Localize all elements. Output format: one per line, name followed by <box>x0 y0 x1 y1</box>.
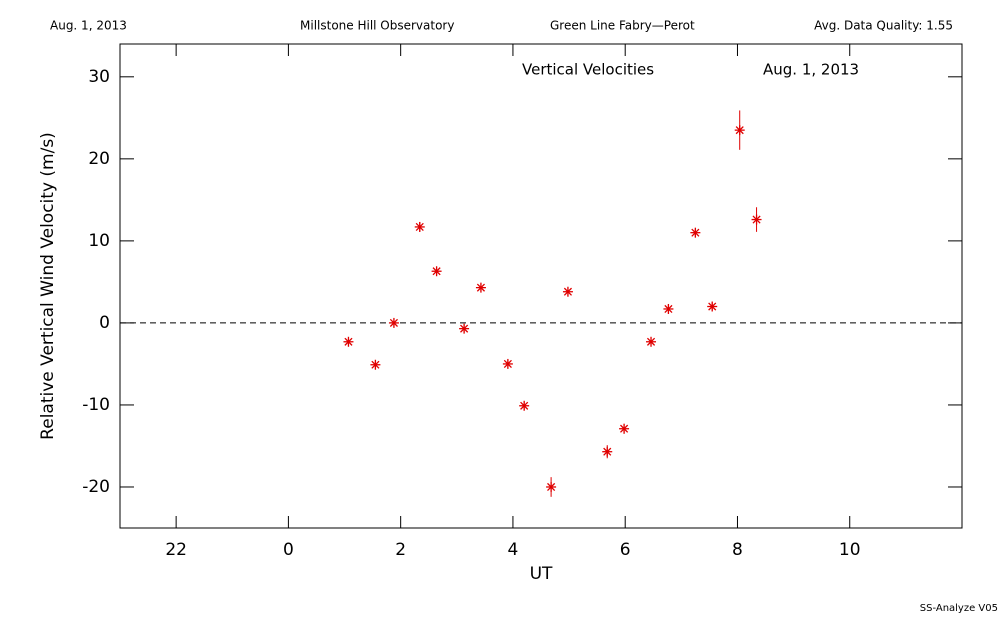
point <box>751 214 762 225</box>
x-tick-label: 10 <box>839 540 861 560</box>
chart-title: Vertical Velocities <box>522 61 654 79</box>
point-stroke <box>708 302 717 311</box>
x-tick-label: 2 <box>395 540 406 560</box>
header-observatory: Millstone Hill Observatory <box>300 19 454 33</box>
point <box>343 336 354 347</box>
point-stroke <box>460 324 469 333</box>
point-stroke <box>603 447 612 456</box>
point <box>690 227 701 238</box>
x-axis-label: UT <box>530 564 553 584</box>
y-tick-label: 0 <box>99 313 110 333</box>
y-tick-label: -20 <box>82 477 110 497</box>
point-stroke <box>691 228 700 237</box>
plot-frame <box>119 43 963 529</box>
point-stroke <box>563 287 573 296</box>
point-stroke <box>389 318 398 327</box>
point-stroke <box>620 424 629 433</box>
y-tick-label: 10 <box>88 231 110 251</box>
point-stroke <box>664 304 673 314</box>
point-stroke <box>752 215 761 224</box>
point <box>707 301 718 312</box>
header-date: Aug. 1, 2013 <box>50 19 127 33</box>
point <box>646 336 657 347</box>
point <box>475 282 486 293</box>
y-axis-label: Relative Vertical Wind Velocity (m/s) <box>38 132 58 440</box>
point <box>459 323 470 334</box>
point <box>431 266 442 277</box>
point-stroke <box>646 337 656 346</box>
point-stroke <box>547 482 556 492</box>
point <box>388 317 399 328</box>
point <box>663 303 674 314</box>
point-stroke <box>432 267 441 276</box>
point-stroke <box>476 283 485 292</box>
point-stroke <box>415 222 424 231</box>
x-tick-label: 22 <box>165 540 187 560</box>
point <box>414 221 425 232</box>
header-quality: Avg. Data Quality: 1.55 <box>814 19 953 33</box>
point <box>546 481 557 492</box>
point <box>619 423 630 434</box>
x-tick-label: 4 <box>508 540 519 560</box>
point <box>562 286 573 297</box>
point-stroke <box>503 359 512 368</box>
footer: SS-Analyze V05 <box>920 603 998 614</box>
y-tick-label: -10 <box>82 395 110 415</box>
y-tick-label: 20 <box>88 149 110 169</box>
point <box>602 446 613 457</box>
point <box>370 359 381 370</box>
x-tick-label: 0 <box>283 540 294 560</box>
x-tick-label: 8 <box>732 540 743 560</box>
header-instrument: Green Line Fabry—Perot <box>550 19 695 33</box>
point-stroke <box>520 401 529 410</box>
annotation: Aug. 1, 2013 <box>763 61 859 79</box>
point-stroke <box>735 126 744 135</box>
point-stroke <box>344 337 353 346</box>
y-tick-label: 30 <box>88 67 110 87</box>
point <box>519 400 530 411</box>
point-stroke <box>371 360 380 369</box>
point <box>502 358 513 369</box>
point <box>734 125 745 136</box>
x-tick-label: 6 <box>620 540 631 560</box>
